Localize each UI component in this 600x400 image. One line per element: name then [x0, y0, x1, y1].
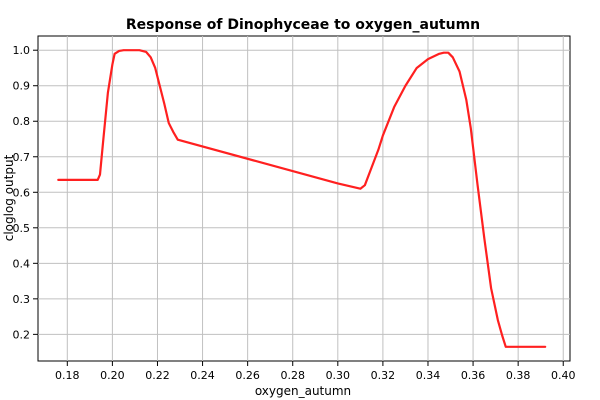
x-tick-label: 0.26: [235, 369, 260, 382]
y-tick-label: 0.7: [13, 151, 31, 164]
x-tick-label: 0.38: [506, 369, 531, 382]
y-tick-label: 0.4: [13, 257, 31, 270]
x-tick-label: 0.20: [100, 369, 125, 382]
x-tick-label: 0.30: [326, 369, 351, 382]
x-tick-label: 0.24: [190, 369, 215, 382]
plot-frame: [37, 35, 571, 362]
x-tick-label: 0.18: [55, 369, 80, 382]
x-tick-label: 0.28: [280, 369, 305, 382]
x-tick-label: 0.36: [461, 369, 486, 382]
grid: [38, 36, 570, 361]
y-axis: 0.2 0.3 0.4 0.5 0.6 0.7 0.8 0.9 1.0: [13, 44, 38, 341]
x-axis-label: oxygen_autumn: [255, 384, 351, 398]
x-axis: 0.18 0.20 0.22 0.24 0.26 0.28 0.30 0.32 0.34 0.36…: [55, 361, 575, 382]
y-tick-label: 0.8: [13, 115, 31, 128]
y-tick-label: 0.2: [13, 328, 31, 341]
y-tick-label: 0.9: [13, 80, 31, 93]
chart-title: Response of Dinophyceae to oxygen_autumn: [126, 17, 480, 33]
y-axis-label: cloglog output: [2, 154, 16, 241]
x-tick-label: 0.32: [371, 369, 396, 382]
y-tick-label: 0.3: [13, 293, 31, 306]
response-curve: [57, 49, 547, 348]
x-tick-label: 0.40: [551, 369, 576, 382]
y-tick-label: 0.6: [13, 186, 31, 199]
x-tick-label: 0.22: [145, 369, 170, 382]
y-tick-label: 1.0: [13, 44, 31, 57]
y-tick-label: 0.5: [13, 222, 31, 235]
x-tick-label: 0.34: [416, 369, 441, 382]
